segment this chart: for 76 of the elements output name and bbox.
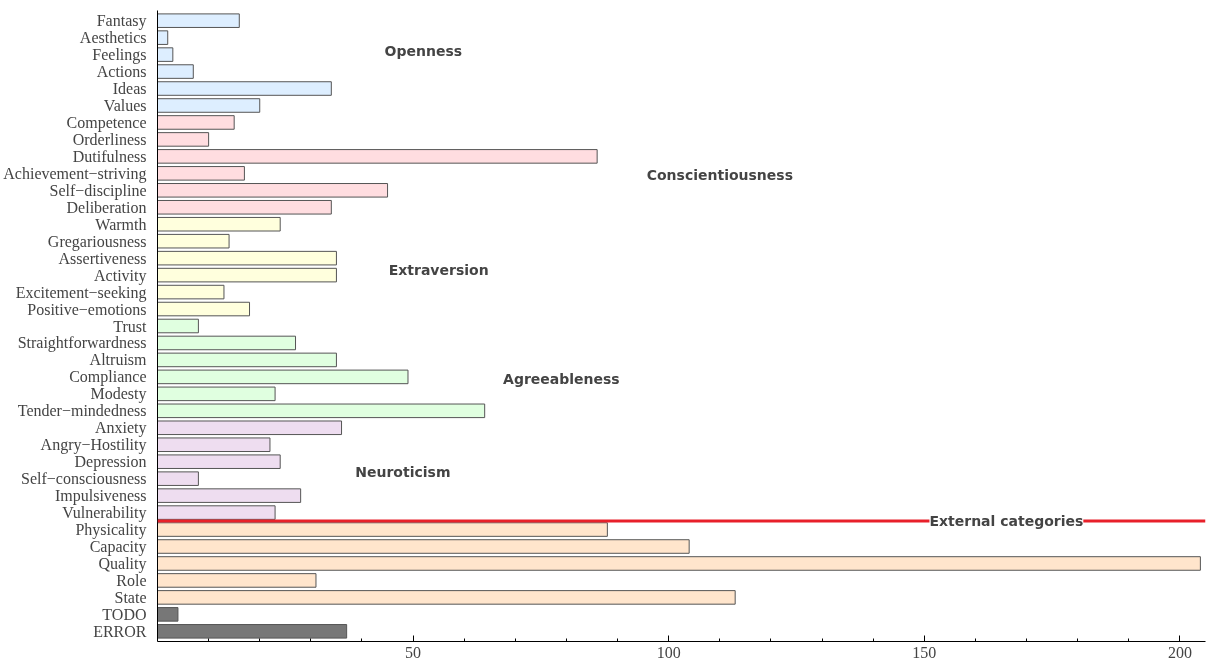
y-tick-label: Fantasy: [96, 12, 147, 31]
bar: [157, 13, 240, 28]
y-tick-label: Gregariousness: [47, 232, 147, 251]
ref-line-label: External categories: [929, 513, 1084, 530]
y-tick-label: Capacity: [89, 538, 147, 557]
bar: [157, 64, 194, 79]
annotation: Openness: [384, 43, 463, 60]
x-tick-label: 150: [912, 643, 937, 661]
y-tick-label: Ideas: [112, 80, 147, 98]
bar: [157, 233, 230, 249]
y-tick-label: Trust: [113, 317, 148, 335]
bar: [157, 607, 179, 622]
y-tick-label: Dutifulness: [72, 147, 147, 165]
bar: [157, 166, 245, 181]
bar: [157, 352, 337, 368]
bar: [157, 505, 276, 520]
annotation: Conscientiousness: [646, 167, 793, 184]
y-tick-label: Competence: [66, 113, 147, 132]
bar: [157, 47, 174, 62]
y-tick-label: Depression: [74, 453, 147, 472]
bar: [157, 267, 337, 283]
annotation: Neuroticism: [355, 463, 451, 480]
annotation: Extraversion: [388, 262, 489, 279]
y-tick-label: Angry−Hostility: [40, 436, 147, 455]
bar: [157, 369, 409, 385]
y-tick-label: Modesty: [90, 385, 147, 404]
x-tick-label: 200: [1167, 643, 1192, 661]
y-tick-label: Activity: [94, 266, 147, 285]
bar: [157, 522, 608, 537]
bar: [157, 590, 736, 605]
bar: [157, 539, 690, 554]
bar: [157, 318, 199, 334]
bar: [157, 199, 332, 215]
y-tick-label: ERROR: [93, 622, 147, 640]
bar: [157, 420, 343, 436]
bar: [157, 81, 332, 96]
y-tick-label: State: [114, 588, 147, 606]
bar: [157, 386, 276, 402]
x-tick-label: 100: [656, 643, 681, 661]
bar: [157, 335, 297, 351]
y-tick-label: Self−consciousness: [21, 470, 147, 488]
bar: [157, 98, 261, 113]
bar: [157, 488, 302, 503]
y-tick-label: Feelings: [92, 46, 147, 65]
y-tick-label: Aesthetics: [79, 29, 147, 47]
bar: [157, 573, 317, 588]
y-tick-label: Vulnerability: [62, 504, 147, 523]
y-tick-label: Altruism: [89, 351, 148, 369]
x-tick-label: 50: [405, 643, 422, 661]
y-tick-label: Achievement−striving: [3, 164, 147, 183]
bar: [157, 115, 235, 130]
bar: [157, 437, 271, 453]
y-tick-label: Values: [103, 96, 147, 114]
annotation: Agreeableness: [503, 370, 620, 387]
bar: [157, 284, 225, 300]
y-tick-label: Actions: [96, 63, 147, 81]
bar: [157, 403, 486, 419]
bar: [157, 301, 251, 317]
y-tick-label: Compliance: [69, 368, 147, 387]
y-tick-label: Impulsiveness: [54, 487, 147, 506]
y-tick-label: Physicality: [75, 521, 147, 540]
y-tick-label: Tender−mindedness: [17, 402, 147, 420]
y-tick-label: Straightforwardness: [17, 334, 147, 353]
bar: [157, 624, 348, 639]
y-tick-label: Warmth: [95, 215, 147, 233]
bar: [157, 216, 281, 232]
bar: [157, 471, 199, 486]
bar: [157, 183, 389, 198]
bar: [157, 250, 337, 266]
bar: [157, 30, 169, 45]
bar: [157, 132, 210, 147]
bar: [157, 149, 598, 164]
y-tick-label: TODO: [102, 605, 147, 623]
bar: [157, 556, 1201, 571]
bar: [157, 454, 281, 469]
y-tick-label: Anxiety: [94, 419, 147, 438]
